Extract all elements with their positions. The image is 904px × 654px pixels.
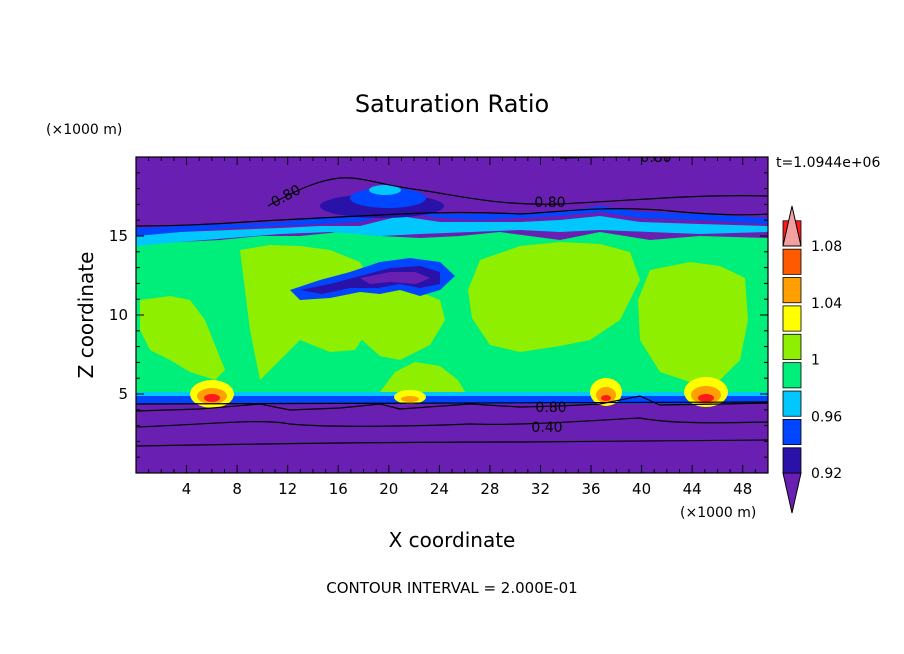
- colorbar-overflow-triangle: [782, 205, 802, 247]
- colorbar-swatch: [782, 248, 802, 275]
- colorbar-tick-label: 1.08: [811, 239, 842, 255]
- colorbar-swatch: [782, 305, 802, 332]
- moist-blob-far-east: [638, 262, 748, 382]
- moist-blob-east: [468, 242, 640, 352]
- colorbar-swatch: [782, 277, 802, 304]
- x-tick-label: 4: [182, 480, 192, 498]
- x-tick-label: 20: [379, 480, 398, 498]
- colorbar-swatch: [782, 362, 802, 389]
- x-tick-label: 40: [632, 480, 651, 498]
- contour-label-0-80-upper: 0.80: [534, 195, 565, 211]
- x-axis: 4 8 12 16 20 24 28 32 36 40 44 48: [148, 157, 756, 498]
- x-tick-label: 36: [581, 480, 600, 498]
- y-tick-label: 10: [109, 306, 128, 324]
- dry-intrusion-pocket: [360, 272, 430, 284]
- colorbar-swatch: [782, 419, 802, 446]
- x-tick-label: 44: [683, 480, 702, 498]
- x-tick-label: 24: [430, 480, 449, 498]
- x-tick-label: 32: [531, 480, 550, 498]
- moist-blob-base-center: [380, 362, 465, 392]
- contour-interval-label: CONTOUR INTERVAL = 2.000E-01: [326, 579, 577, 597]
- contour-label-0-80-top: 0.80: [640, 150, 671, 166]
- y-tick-label: 5: [118, 385, 128, 403]
- colorbar-underflow-triangle: [782, 472, 802, 514]
- colorbar-tick-label: 0.92: [811, 466, 842, 482]
- moist-blob-center: [356, 290, 445, 360]
- time-label: t=1.0944e+06: [776, 155, 880, 171]
- saturation-field: 0.80 0.40 0.80 0.80 0.80: [136, 150, 768, 473]
- x-tick-label: 12: [278, 480, 297, 498]
- colorbar-tick-label: 1: [811, 353, 820, 369]
- y-units-label: (×1000 m): [46, 122, 122, 138]
- contour-label-0-40: 0.40: [531, 420, 562, 436]
- colorbar: 0.92 0.96 1 1.04 1.08: [782, 205, 842, 514]
- y-tick-label: 15: [109, 227, 128, 245]
- moist-blob-left: [140, 296, 225, 380]
- colorbar-swatch: [782, 333, 802, 360]
- colorbar-tick-label: 0.96: [811, 409, 842, 425]
- x-units-label: (×1000 m): [680, 505, 756, 521]
- contour-lines: [136, 157, 768, 447]
- y-axis: 5 10 15: [109, 172, 768, 458]
- colorbar-swatch: [782, 447, 802, 474]
- x-axis-label: X coordinate: [389, 528, 516, 552]
- chart-title: Saturation Ratio: [355, 90, 549, 118]
- warm-bubbles: [190, 377, 728, 408]
- upper-transition-band: [136, 216, 768, 246]
- x-tick-label: 28: [480, 480, 499, 498]
- upper-blue-band: [136, 206, 768, 236]
- y-axis-label: Z coordinate: [74, 252, 98, 379]
- x-tick-label: 8: [232, 480, 242, 498]
- contour-label-0-80-low: 0.80: [535, 400, 566, 416]
- colorbar-swatch: [782, 390, 802, 417]
- x-tick-label: 48: [733, 480, 752, 498]
- x-tick-label: 16: [329, 480, 348, 498]
- upper-plume: [320, 185, 444, 218]
- colorbar-tick-label: 1.04: [811, 296, 842, 312]
